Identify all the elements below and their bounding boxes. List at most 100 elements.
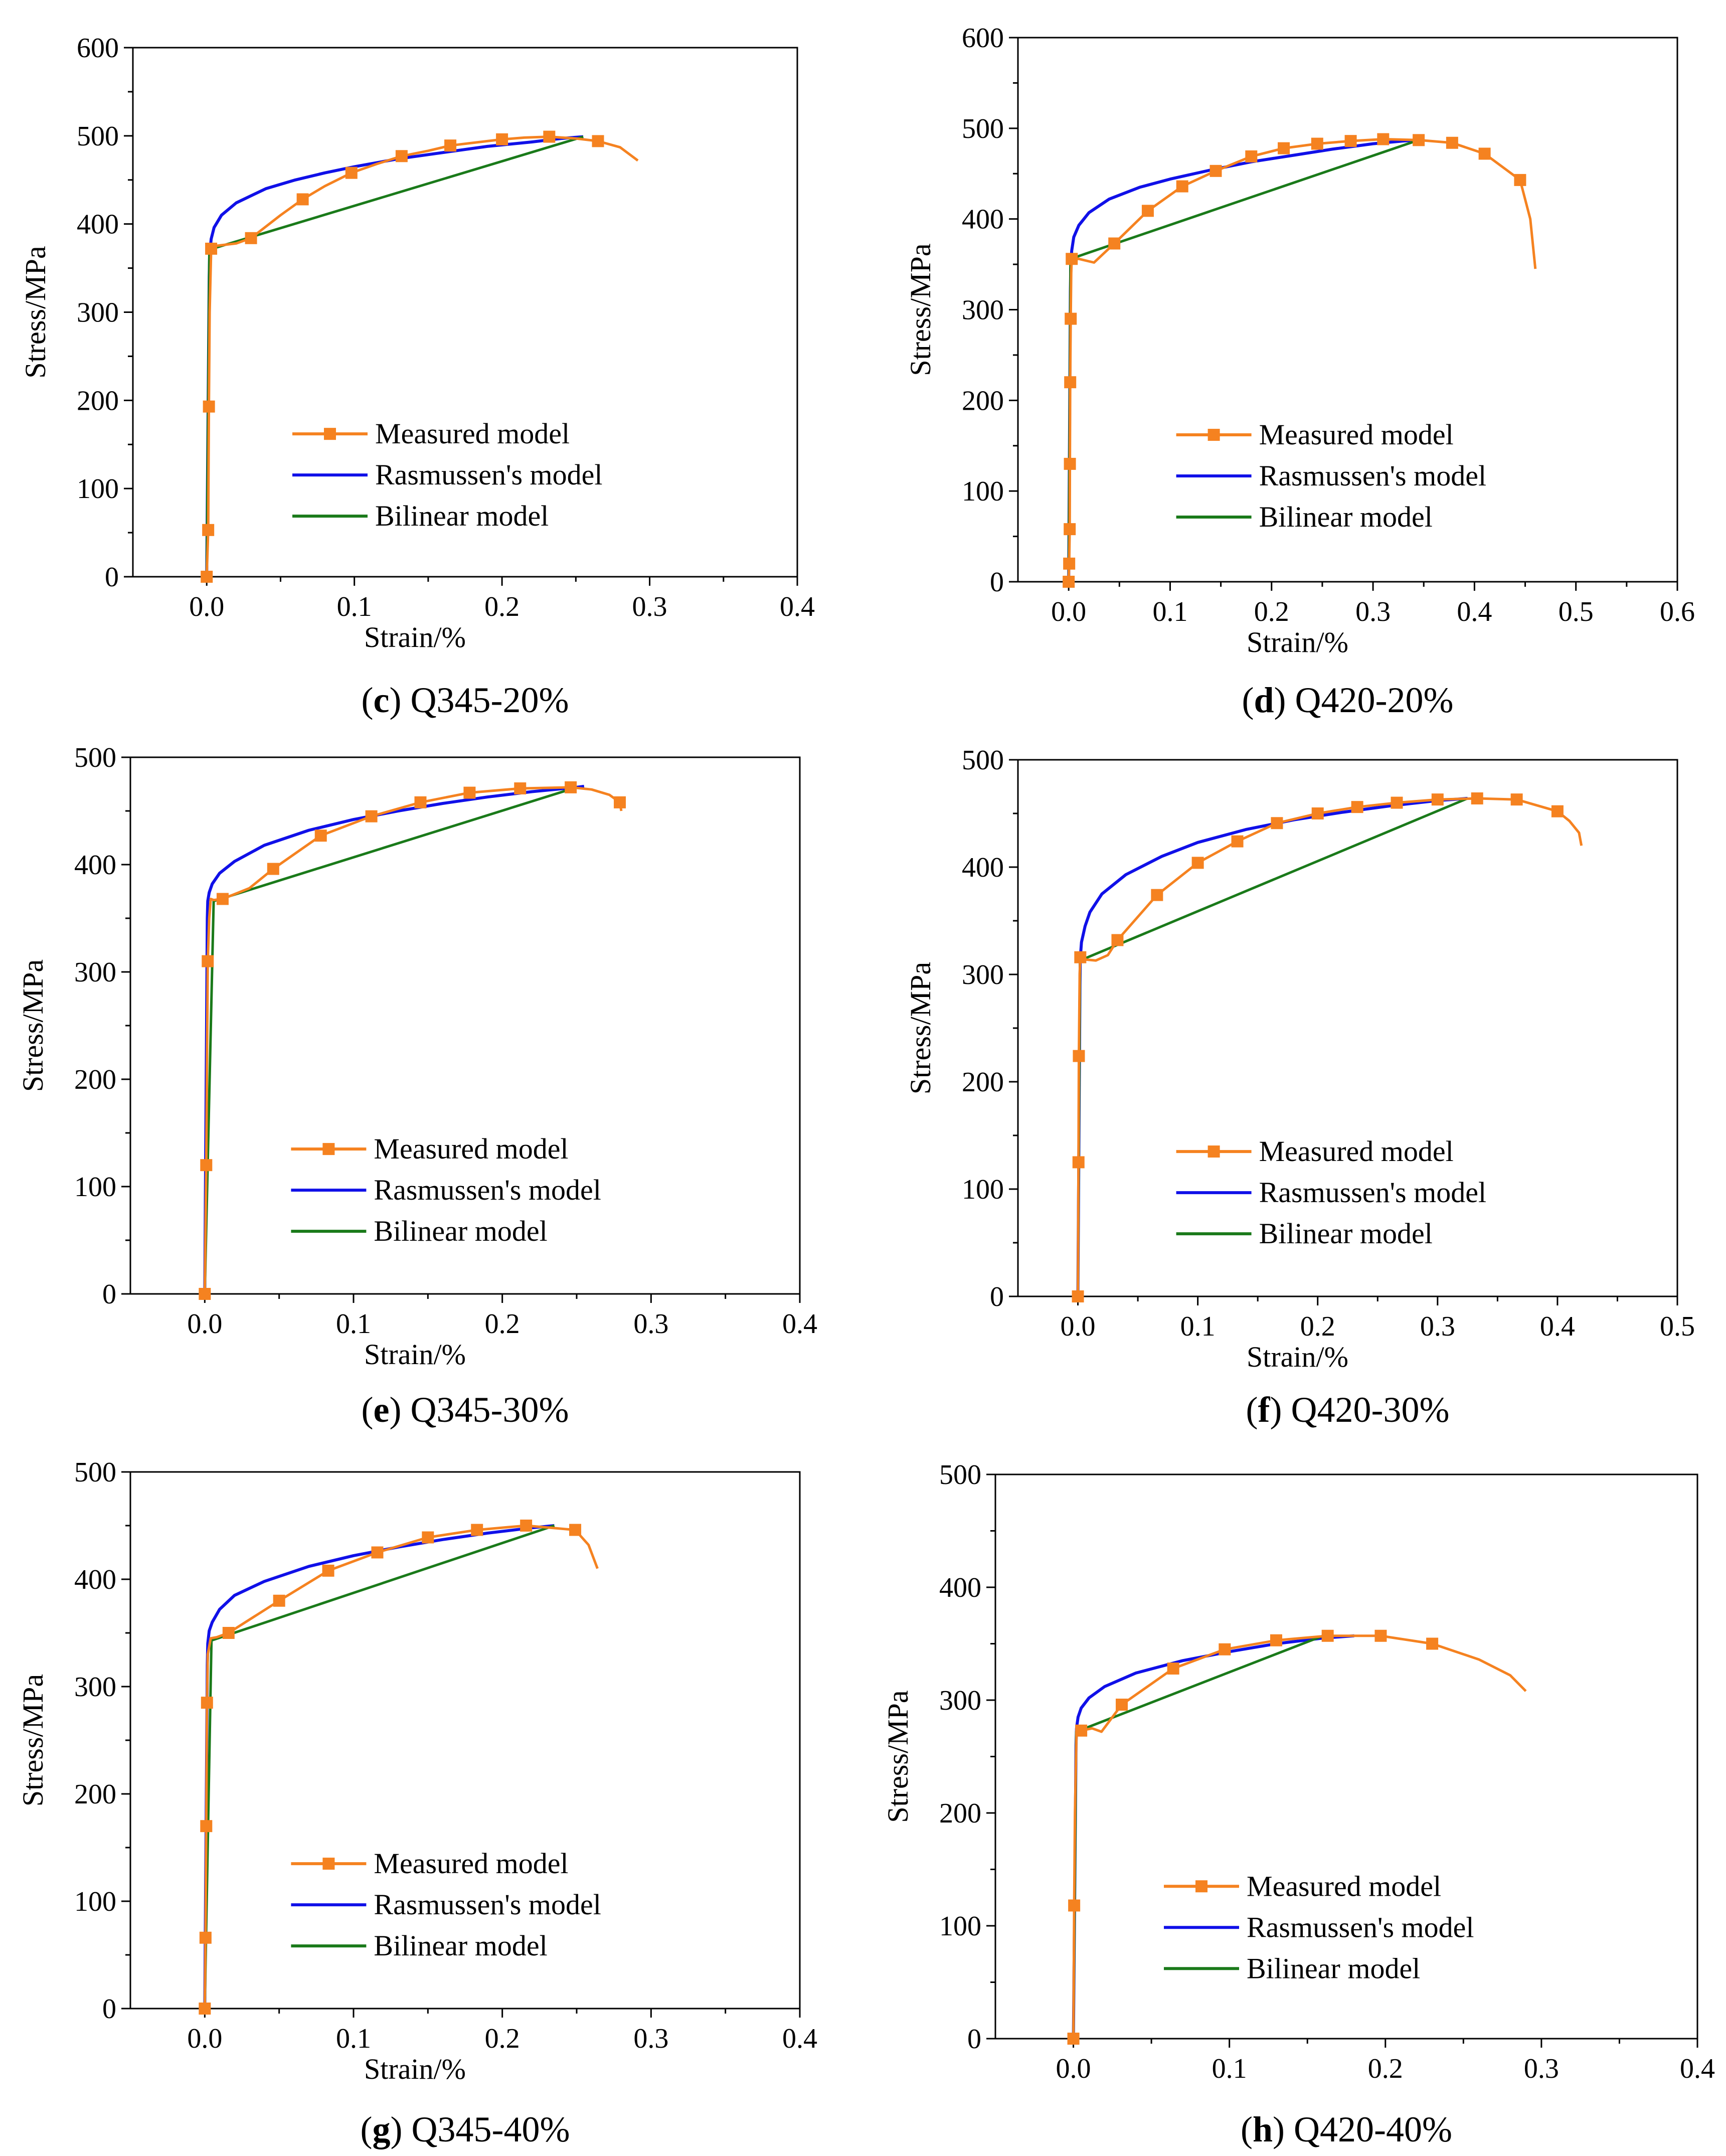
x-tick-label: 0.4 — [780, 591, 815, 622]
y-tick-label: 300 — [74, 957, 116, 988]
measured-point — [1064, 523, 1076, 536]
x-axis-title: Strain/% — [364, 2053, 466, 2085]
measured-point — [322, 1564, 334, 1577]
y-tick-label: 100 — [962, 476, 1004, 507]
measured-point — [1413, 134, 1425, 146]
y-tick-label: 100 — [74, 1172, 116, 1203]
legend-marker — [1195, 1880, 1207, 1893]
measured-point — [1111, 934, 1124, 946]
panel-caption: (h) Q420-40% — [1241, 2109, 1452, 2149]
measured-point — [201, 1697, 213, 1709]
y-tick-label: 600 — [77, 33, 119, 64]
y-tick-label: 500 — [74, 742, 116, 773]
measured-point — [565, 781, 577, 793]
chart-panel-c: 0.0 0.1 0.2 0.3 0.4 0 100 200 300 400 500 600 Strain… — [19, 33, 815, 720]
measured-point — [1151, 889, 1163, 901]
measured-point — [444, 139, 457, 152]
x-tick-label: 0.2 — [1300, 1311, 1335, 1342]
caption-letter: c — [374, 680, 390, 720]
measured-point — [569, 1524, 582, 1536]
legend: Measured model Rasmussen's model Bilinear … — [1164, 1870, 1474, 1984]
x-tick-label: 0.2 — [1254, 596, 1289, 627]
measured-point — [1344, 135, 1357, 147]
measured-point — [1072, 1156, 1085, 1169]
y-tick-label: 0 — [990, 1281, 1004, 1312]
legend: Measured model Rasmussen's model Bilinear … — [1176, 418, 1487, 533]
measured-point — [216, 893, 229, 905]
y-tick-label: 0 — [105, 562, 119, 593]
chart-panel-d: 0.0 0.1 0.2 0.3 0.4 0.5 0.6 0 100 200 300 400 500 600… — [904, 23, 1695, 720]
x-tick-label: 0.1 — [1180, 1311, 1216, 1342]
measured-point — [199, 1288, 211, 1300]
caption-letter: h — [1253, 2109, 1273, 2149]
measured-point — [1514, 174, 1526, 186]
rasmussen-series-legend-label: Rasmussen's model — [374, 1174, 601, 1206]
y-tick-label: 400 — [77, 209, 119, 240]
panel-caption: (f) Q420-30% — [1246, 1390, 1450, 1430]
measured-point — [267, 863, 279, 875]
chart-panel-f: 0.0 0.1 0.2 0.3 0.4 0.5 0 100 200 300 400 500 Strain… — [904, 745, 1695, 1430]
y-axis-title: Stress/MPa — [17, 959, 49, 1092]
measured-point — [496, 133, 508, 145]
measured-point — [543, 130, 556, 143]
y-tick-label: 500 — [77, 121, 119, 152]
bilinear-series-legend-label: Bilinear model — [1247, 1952, 1420, 1984]
bilinear-series-legend-label: Bilinear model — [1259, 501, 1433, 533]
legend: Measured model Rasmussen's model Bilinear … — [291, 1132, 601, 1247]
measured-point — [201, 571, 213, 583]
legend-marker — [1207, 1145, 1220, 1158]
measured-point — [205, 242, 218, 255]
measured-point — [245, 232, 257, 244]
y-tick-label: 500 — [962, 745, 1004, 776]
measured-point — [1510, 793, 1523, 806]
measured-point — [365, 810, 378, 822]
x-tick-label: 0.2 — [1368, 2053, 1403, 2084]
x-tick-label: 0.2 — [484, 591, 520, 622]
y-tick-label: 200 — [962, 1067, 1004, 1098]
caption-letter: e — [374, 1390, 390, 1430]
measured-point — [1065, 312, 1077, 325]
legend: Measured model Rasmussen's model Bilinear … — [291, 1847, 601, 1962]
caption-letter: f — [1258, 1390, 1271, 1430]
x-axis-title: Strain/% — [1247, 626, 1348, 658]
measured-point — [1471, 792, 1483, 805]
caption-label: Q345-20% — [410, 680, 569, 720]
measured-point — [199, 2003, 211, 2015]
y-tick-label: 400 — [74, 1564, 116, 1595]
measured-point — [1431, 793, 1444, 806]
x-tick-label: 0.3 — [1420, 1311, 1455, 1342]
x-tick-label: 0.4 — [1457, 596, 1492, 627]
y-tick-label: 400 — [74, 850, 116, 881]
x-tick-label: 0.4 — [782, 2023, 817, 2054]
y-tick-label: 300 — [74, 1672, 116, 1703]
measured-point — [1066, 253, 1078, 265]
rasmussen-series-legend-label: Rasmussen's model — [1259, 459, 1487, 492]
legend-marker — [322, 1858, 335, 1870]
chart-panel-g: 0.0 0.1 0.2 0.3 0.4 0 100 200 300 400 500 Strain/% S… — [17, 1457, 817, 2149]
measured-point — [471, 1524, 483, 1536]
measured-point — [296, 193, 309, 206]
bilinear-series-legend-label: Bilinear model — [1259, 1217, 1433, 1250]
x-tick-label: 0.3 — [633, 2023, 668, 2054]
measured-point — [1426, 1637, 1439, 1650]
measured-point — [1210, 164, 1222, 177]
rasmussen-series-legend-label: Rasmussen's model — [1259, 1176, 1487, 1209]
measured-point — [1064, 376, 1077, 389]
measured-point — [1278, 142, 1290, 154]
bilinear-series-legend-label: Bilinear model — [375, 500, 549, 532]
measured-point — [1075, 1724, 1088, 1737]
measured-point — [592, 135, 604, 147]
measured-point — [1219, 1643, 1231, 1655]
measured-point — [514, 782, 527, 795]
legend-marker — [322, 1143, 335, 1155]
measured-point — [1351, 801, 1363, 813]
x-tick-label: 0.0 — [1056, 2053, 1091, 2084]
measured-point — [1311, 807, 1324, 819]
y-tick-label: 500 — [74, 1457, 116, 1488]
caption-label: Q420-30% — [1291, 1390, 1450, 1430]
measured-point — [1064, 457, 1076, 470]
rasmussen-series-legend-label: Rasmussen's model — [375, 458, 603, 491]
measured-point — [1074, 951, 1087, 963]
measured-point — [1167, 1663, 1179, 1675]
x-tick-label: 0.4 — [1680, 2053, 1715, 2084]
